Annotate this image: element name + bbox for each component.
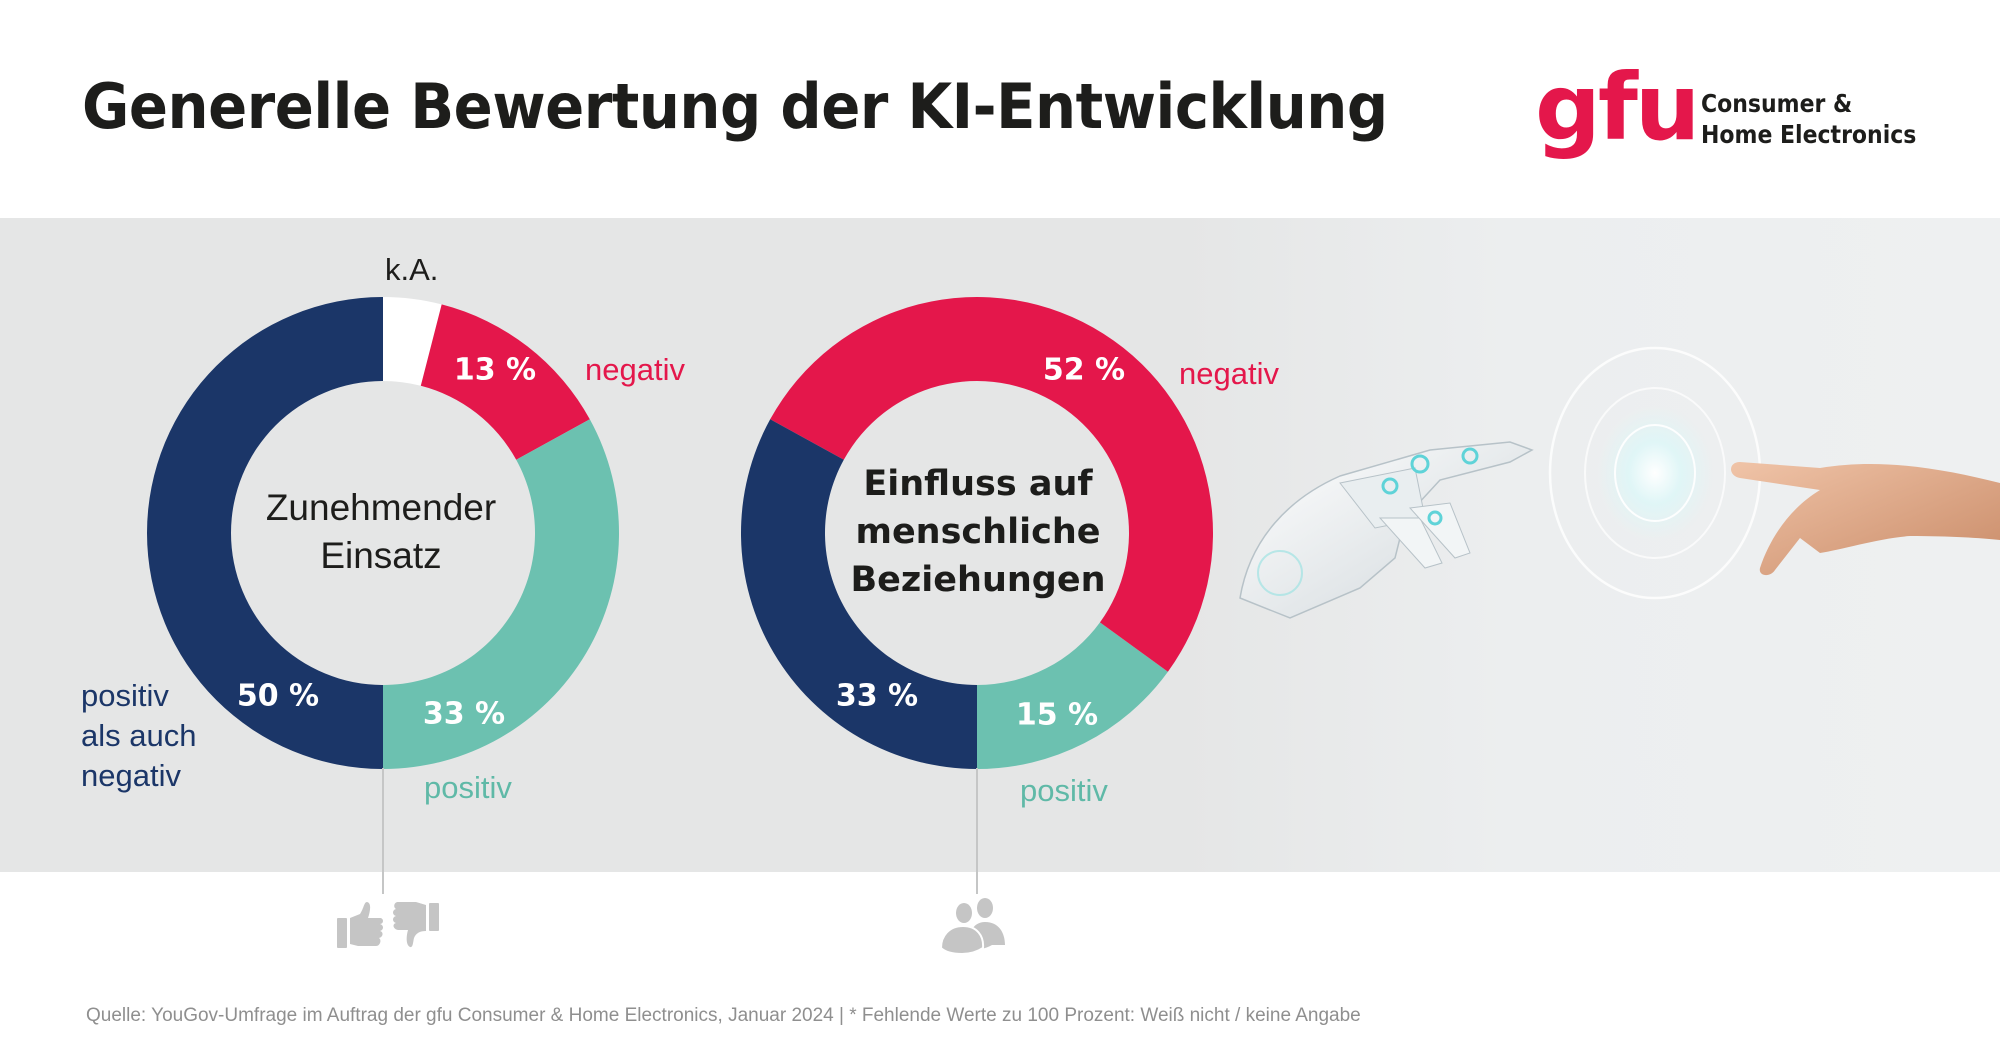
center-title-line-2: menschliche bbox=[855, 512, 1101, 552]
donut-slice-ka bbox=[383, 297, 442, 386]
logo-text: Consumer & Home Electronics bbox=[1701, 88, 1930, 150]
slice-label-negativ: negativ bbox=[1179, 356, 1279, 391]
value-label-beides: 33 % bbox=[835, 678, 919, 714]
donut-chart-menschliche-beziehungen bbox=[740, 296, 1214, 769]
page-title: Generelle Bewertung der KI-Entwicklung bbox=[82, 70, 1388, 143]
value-label-negativ: 13 % bbox=[453, 352, 537, 388]
center-title-line-1: Einfluss auf bbox=[863, 464, 1093, 504]
slice-label-beides: positiv als auch negativ bbox=[81, 676, 196, 796]
slice-label-ka: k.A. bbox=[385, 252, 439, 287]
slice-label-positiv: positiv bbox=[1020, 773, 1108, 808]
slice-label-beides-line-1: positiv bbox=[81, 678, 169, 713]
hologram-rings-icon bbox=[1548, 346, 1762, 600]
slice-label-positiv: positiv bbox=[424, 770, 512, 805]
leader-line bbox=[976, 768, 978, 894]
slice-label-beides-line-2: als auch bbox=[81, 718, 197, 753]
value-label-positiv: 15 % bbox=[1015, 697, 1099, 733]
value-label-negativ: 52 % bbox=[1042, 352, 1126, 388]
value-label-positiv: 33 % bbox=[422, 696, 506, 732]
robot-hand-icon bbox=[1239, 441, 1534, 619]
center-title-line-1: Zunehmender bbox=[265, 487, 497, 528]
donut-slice-beides bbox=[147, 297, 383, 769]
donut-slice-negativ bbox=[420, 304, 590, 460]
donut-center-title: Zunehmender Einsatz bbox=[266, 484, 496, 580]
donut-slice-negativ bbox=[770, 296, 1214, 672]
slice-label-negativ: negativ bbox=[585, 352, 685, 387]
value-label-beides: 50 % bbox=[236, 678, 320, 714]
people-icon bbox=[939, 898, 1007, 959]
robot-human-hand-image bbox=[1180, 218, 2000, 872]
donut-slice-positiv bbox=[383, 419, 619, 769]
robot-hand-illustration bbox=[1239, 346, 2000, 619]
center-title-line-2: Einsatz bbox=[320, 535, 442, 576]
center-title-line-3: Beziehungen bbox=[850, 560, 1106, 600]
thumbs-up-down-icon bbox=[336, 900, 440, 957]
logo-mark: gfu bbox=[1535, 54, 1700, 161]
donut-slice-beides bbox=[740, 419, 977, 769]
donut-slice-positiv bbox=[977, 622, 1168, 769]
logo-line-1: Consumer & bbox=[1701, 89, 1853, 118]
source-footnote: Quelle: YouGov-Umfrage im Auftrag der gf… bbox=[86, 1005, 1361, 1026]
donut-chart-zunehmender-einsatz bbox=[147, 297, 619, 769]
logo-line-2: Home Electronics bbox=[1701, 120, 1917, 149]
human-hand-icon bbox=[1731, 462, 2000, 576]
slice-label-beides-line-3: negativ bbox=[81, 758, 181, 793]
leader-line bbox=[382, 768, 384, 894]
donut-center-title: Einfluss auf menschliche Beziehungen bbox=[851, 460, 1106, 604]
